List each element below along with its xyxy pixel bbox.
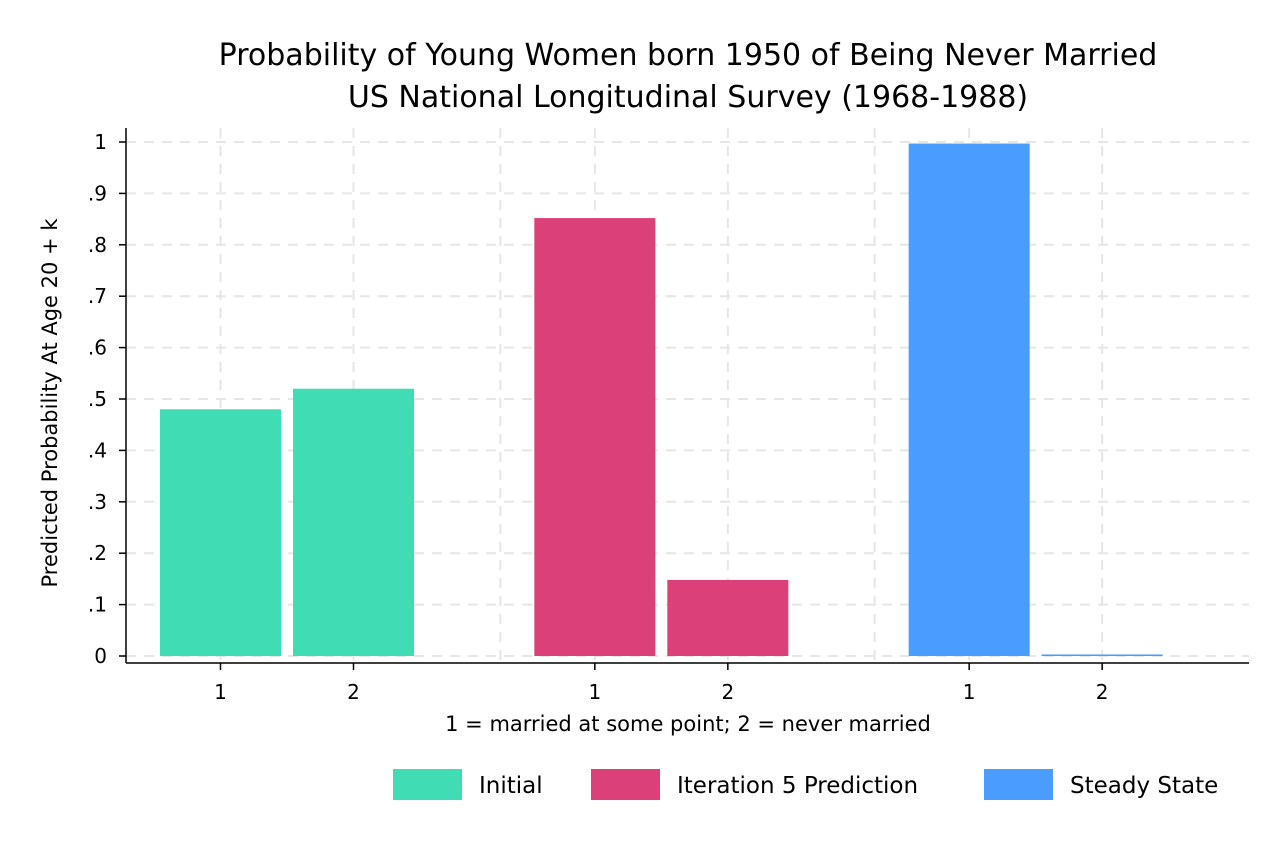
y-tick-label: .1 xyxy=(88,593,107,617)
y-tick-label: .9 xyxy=(88,181,107,205)
x-tick-label: 2 xyxy=(1096,680,1109,704)
legend-label: Initial xyxy=(479,773,543,799)
legend-item: Iteration 5 Prediction xyxy=(591,769,918,800)
y-tick-label: .3 xyxy=(88,490,107,514)
bar xyxy=(534,218,656,656)
bar xyxy=(1041,654,1163,656)
legend-item: Steady State xyxy=(984,769,1218,800)
legend-swatch xyxy=(393,769,462,800)
y-axis-title: Predicted Probability At Age 20 + k xyxy=(38,218,62,588)
bar xyxy=(293,388,414,656)
legend: Initial Iteration 5 Prediction Steady Stat… xyxy=(393,769,1218,800)
legend-item: Initial xyxy=(393,769,543,800)
y-tick-label: 1 xyxy=(94,130,107,154)
y-tick-label: .2 xyxy=(88,541,107,565)
legend-label: Iteration 5 Prediction xyxy=(677,773,918,799)
x-axis-ticks: 1 2 1 2 1 2 xyxy=(214,663,1109,704)
y-tick-label: .8 xyxy=(88,233,107,257)
y-tick-label: 0 xyxy=(94,644,107,668)
bars xyxy=(160,143,1163,657)
y-tick-label: .5 xyxy=(88,387,107,411)
axes xyxy=(125,128,1249,664)
chart-title-line-2: US National Longitudinal Survey (1968-19… xyxy=(348,80,1028,115)
x-tick-label: 1 xyxy=(214,680,227,704)
x-axis-title: 1 = married at some point; 2 = never mar… xyxy=(445,712,931,736)
y-tick-label: .4 xyxy=(88,438,107,462)
bar xyxy=(160,409,281,656)
bar xyxy=(908,143,1030,657)
y-tick-label: .7 xyxy=(88,284,107,308)
bar xyxy=(667,579,789,656)
x-tick-label: 2 xyxy=(721,680,734,704)
chart-title-line-1: Probability of Young Women born 1950 of … xyxy=(219,38,1158,73)
x-tick-label: 2 xyxy=(347,680,360,704)
x-tick-label: 1 xyxy=(588,680,601,704)
legend-swatch xyxy=(591,769,660,800)
legend-swatch xyxy=(984,769,1053,800)
legend-label: Steady State xyxy=(1070,773,1218,799)
y-axis-ticks: 0 .1 .2 .3 .4 .5 .6 .7 .8 .9 1 xyxy=(88,130,126,668)
y-tick-label: .6 xyxy=(88,336,107,360)
chart-title: Probability of Young Women born 1950 of … xyxy=(219,38,1158,115)
x-tick-label: 1 xyxy=(963,680,976,704)
